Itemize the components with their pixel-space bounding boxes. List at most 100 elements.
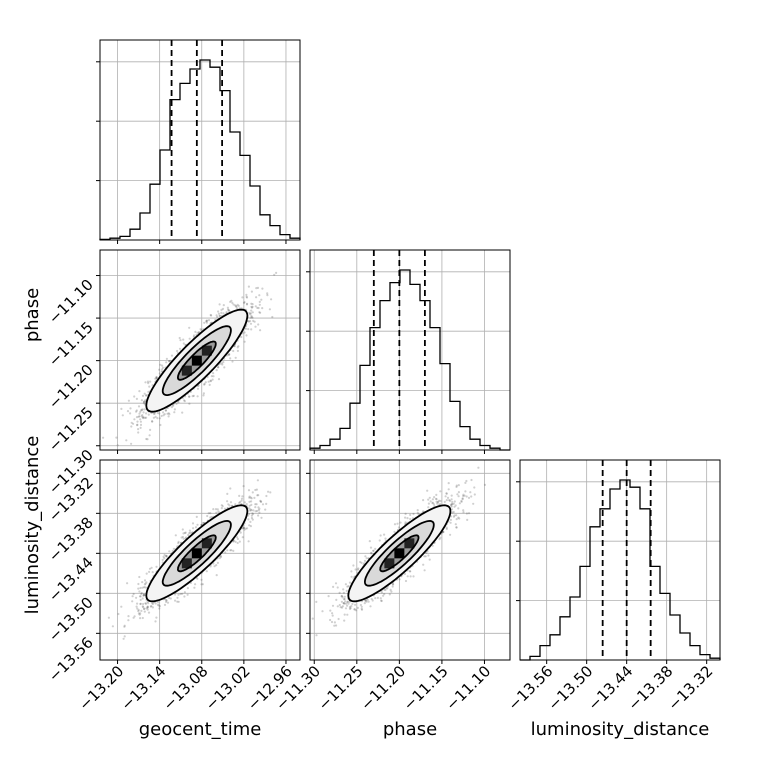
sample-point [247,328,250,331]
sample-point [248,500,251,503]
sample-point [200,329,203,332]
sample-point [111,625,114,628]
sample-point [245,293,248,296]
sample-point [144,416,147,419]
sample-point [207,380,210,383]
sample-point [136,424,139,427]
sample-point [150,605,153,608]
sample-point [165,599,168,602]
sample-point [142,416,145,419]
sample-point [234,540,237,544]
sample-point [182,532,185,535]
sample-point [222,304,225,307]
sample-point [139,410,142,413]
sample-point [205,320,208,323]
sample-point [173,408,176,411]
sample-point [131,595,134,598]
sample-point [247,320,250,323]
sample-point [147,382,150,385]
sample-point [247,513,251,516]
sample-point [216,508,219,511]
sample-point [228,353,231,356]
sample-point [236,307,239,310]
sample-point [230,549,233,552]
histogram-luminosity_distance [520,479,721,661]
sample-point [204,381,207,384]
sample-point [254,506,257,509]
sample-point [143,583,146,586]
sample-point [251,491,254,494]
sample-point [248,507,251,510]
sample-point [250,516,253,520]
sample-point [249,525,252,528]
sample-point [141,416,144,419]
sample-point [266,294,269,297]
sample-point [148,385,151,388]
sample-point [156,603,160,606]
sample-point [226,492,229,495]
sample-point [165,555,168,558]
sample-point [214,508,218,511]
sample-point [256,479,259,482]
sample-point [212,372,215,375]
sample-point [178,347,182,350]
sample-point [246,527,249,530]
axes-frame [99,249,301,451]
sample-point [136,423,139,426]
sample-point [182,338,185,341]
sample-point [215,511,218,514]
sample-point [147,602,150,605]
sample-point [137,415,140,418]
sample-point [217,310,220,313]
sample-point [141,616,144,620]
sample-point [185,536,188,539]
sample-point [133,418,136,421]
sample-point [254,510,257,513]
sample-point [250,497,253,500]
sample-point [239,500,242,504]
contour-line [176,340,217,381]
sample-point [238,501,241,504]
sample-point [249,508,252,511]
sample-point [148,570,151,574]
sample-point [160,414,163,418]
sample-point [227,308,230,311]
sample-point [259,499,262,502]
sample-point [250,305,253,308]
sample-point [142,594,146,597]
sample-point [137,582,140,586]
sample-point [271,315,274,319]
sample-point [176,349,179,353]
sample-point [177,600,180,603]
sample-point [255,488,258,491]
sample-point [248,504,251,507]
sample-point [269,491,272,494]
sample-point [228,309,231,313]
sample-point [250,309,253,312]
sample-point [216,561,219,565]
sample-point [126,410,130,413]
sample-point [234,356,237,359]
sample-point [245,503,248,506]
sample-point [130,421,133,424]
sample-point [243,340,246,343]
sample-point [180,536,183,539]
sample-point [226,500,229,503]
sample-point [229,501,233,504]
sample-point [260,500,263,503]
sample-point [208,383,211,386]
sample-point [229,487,232,490]
sample-point [218,314,222,317]
joint-geocent_time-luminosity_distance [96,459,301,664]
sample-point [212,562,215,565]
sample-point [157,601,160,604]
sample-point [270,298,273,301]
sample-point [184,531,187,534]
sample-point [249,312,252,315]
joint-geocent_time-phase [96,249,301,454]
sample-point [223,507,226,510]
sample-point [155,377,158,380]
axes-frame [99,39,301,241]
sample-point [145,416,148,419]
